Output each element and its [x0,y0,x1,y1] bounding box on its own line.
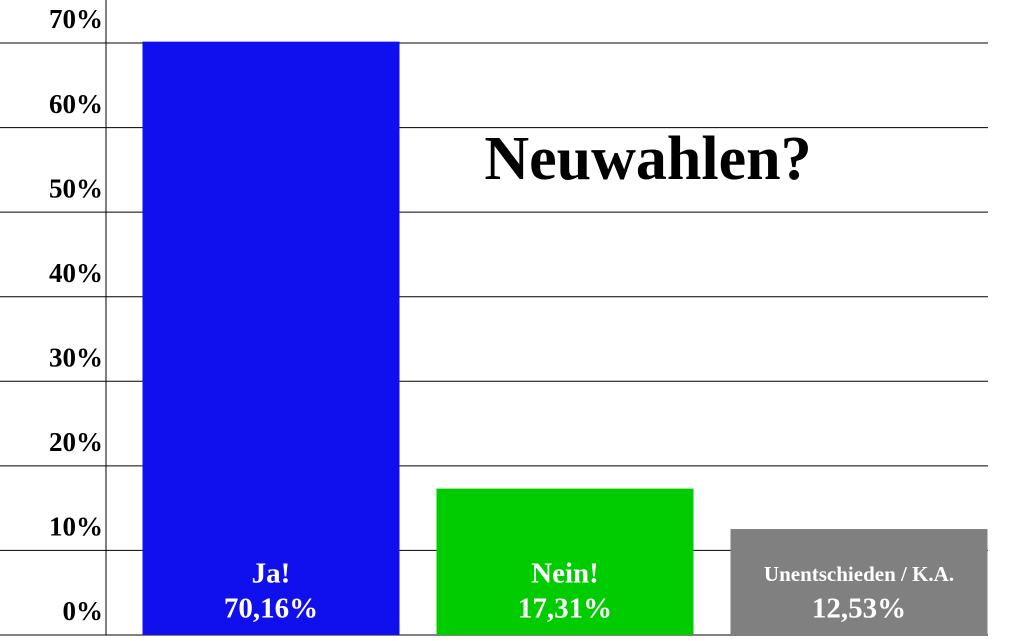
bar [436,488,694,635]
category-label: Unentschieden / K.A. [764,562,954,586]
category-label: Ja! [252,558,291,590]
y-tick-label: 70% [49,4,103,34]
bar [730,529,988,635]
y-tick-label: 0% [63,596,104,626]
chart-title: Neuwahlen? [484,125,811,193]
bar [142,41,400,636]
y-tick-label: 20% [49,427,103,457]
y-tick-label: 40% [49,258,103,288]
category-label: Nein! [531,558,599,590]
y-tick-label: 30% [49,342,103,372]
y-tick-label: 50% [49,173,103,203]
y-tick-label: 10% [49,512,103,542]
value-label: 70,16% [224,593,318,625]
value-label: 17,31% [518,593,612,625]
y-tick-label: 60% [49,89,103,119]
value-label: 12,53% [812,593,906,625]
